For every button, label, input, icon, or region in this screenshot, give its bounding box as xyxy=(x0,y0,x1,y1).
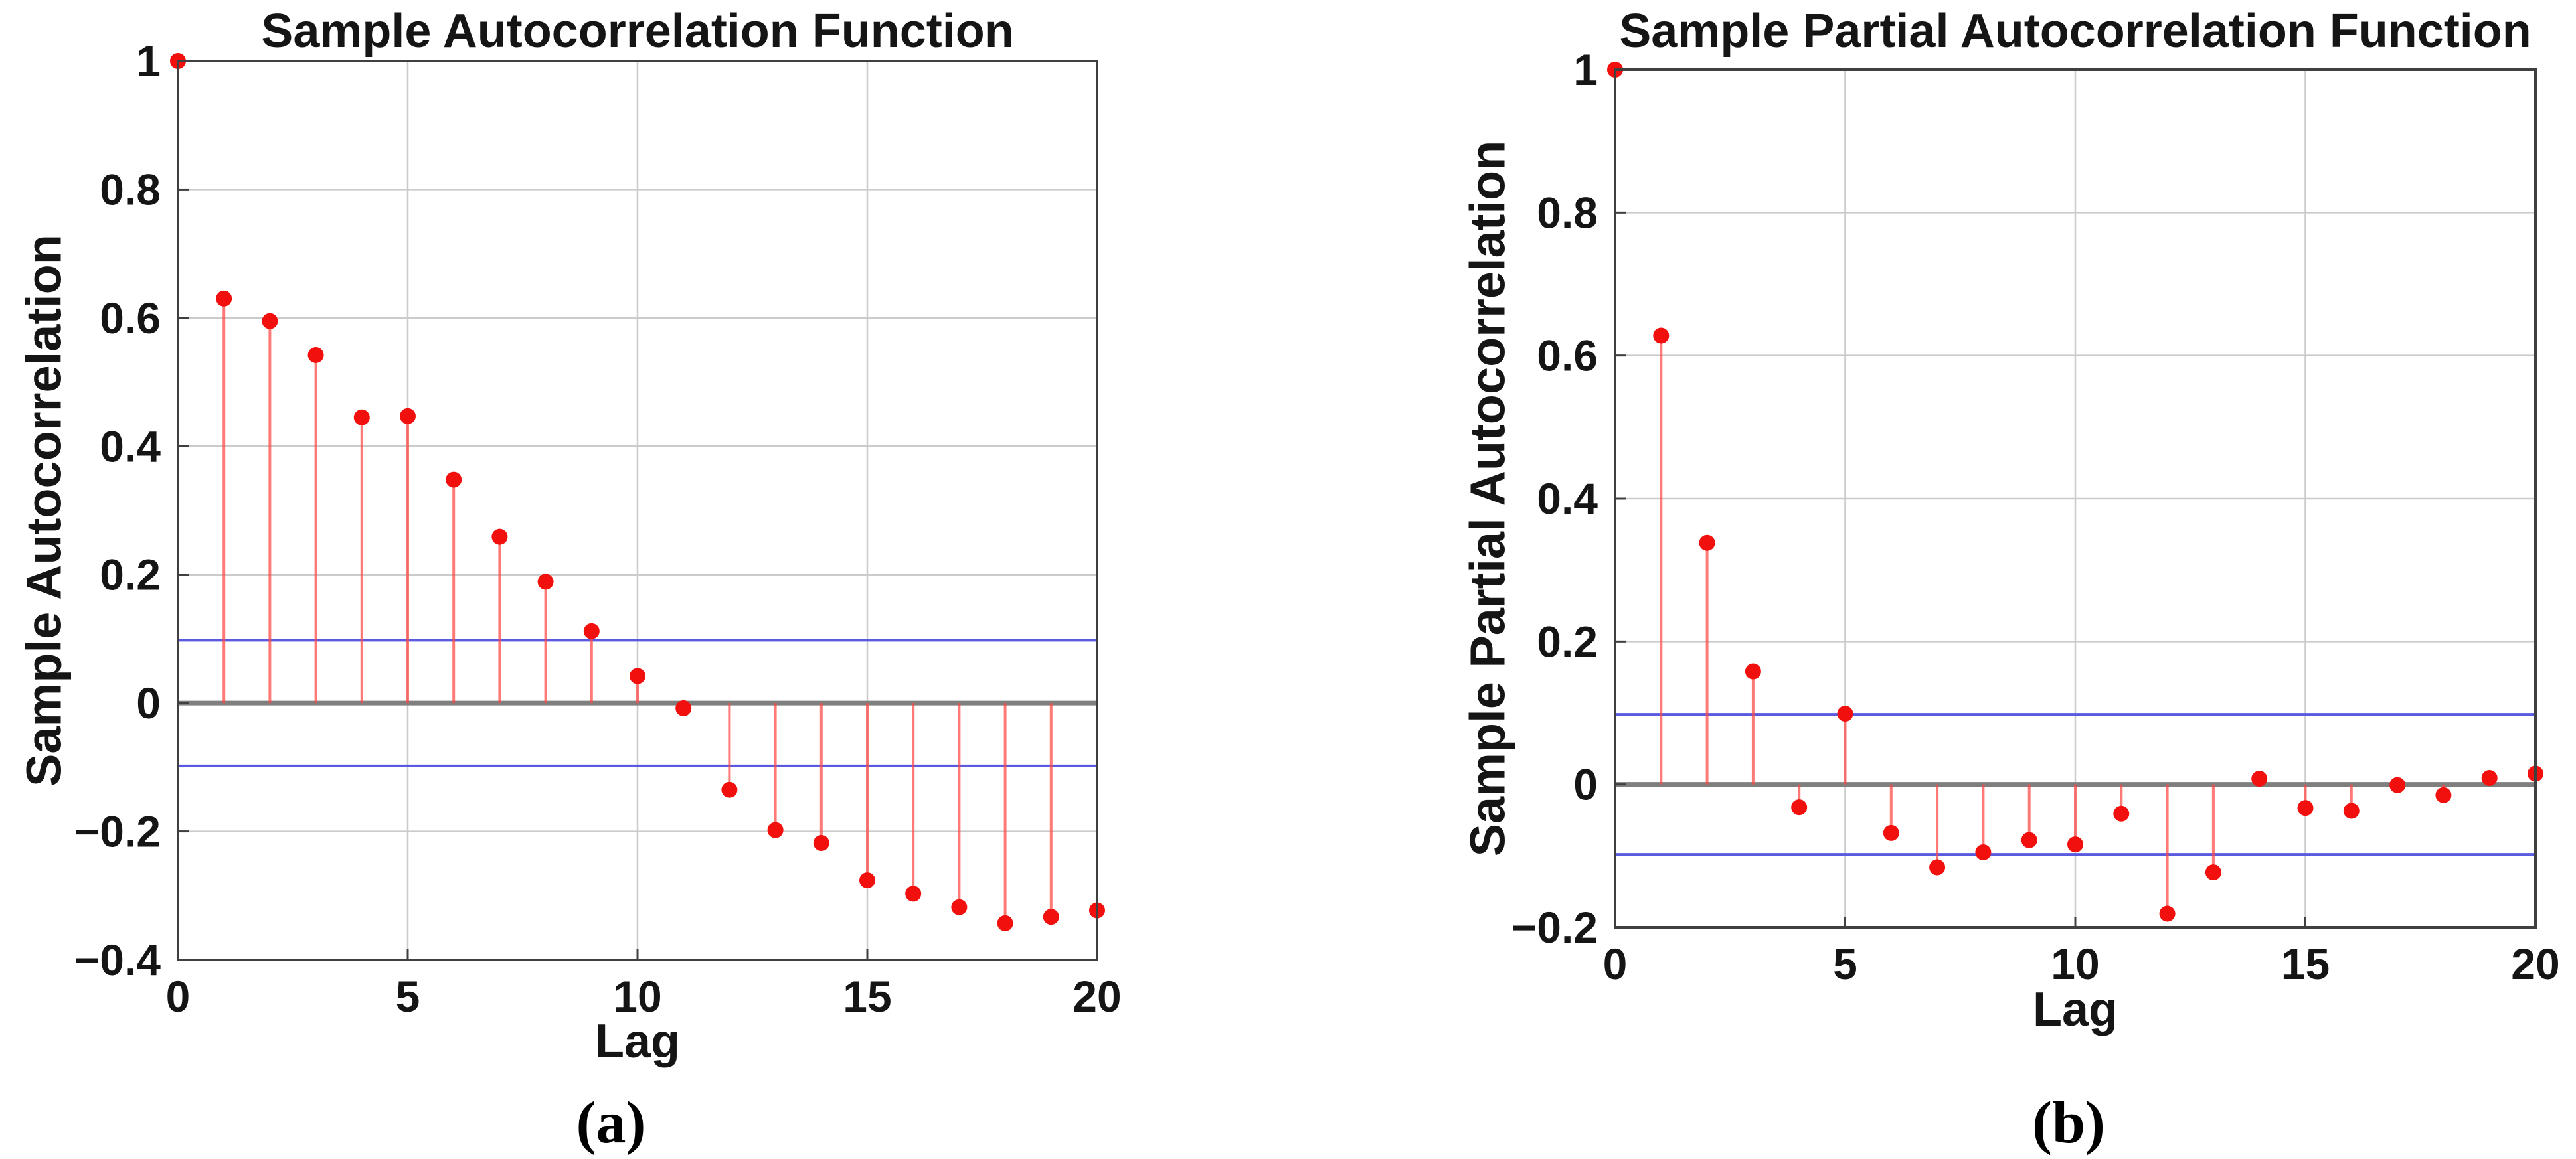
subfigure-caption: (a) xyxy=(576,1090,646,1156)
tick-marks xyxy=(1614,68,2537,929)
stem-marker xyxy=(262,313,278,329)
stem-marker xyxy=(1699,534,1715,551)
x-tick-label: 15 xyxy=(2281,939,2330,988)
x-tick-label: 20 xyxy=(1073,972,1121,1021)
x-tick-label: 5 xyxy=(396,972,420,1021)
x-tick-label: 20 xyxy=(2511,939,2559,988)
x-axis-label: Lag xyxy=(594,1015,680,1068)
x-axis-label: Lag xyxy=(2032,983,2118,1036)
stem-marker xyxy=(2205,864,2221,881)
stem-marker xyxy=(353,409,370,425)
stem-marker xyxy=(767,822,784,838)
stem-marker xyxy=(1837,706,1853,722)
subfigure-caption: (b) xyxy=(2032,1090,2105,1156)
pacf-panel: 0 5 10 15 20 1 0.8 0.6 0.4 0.2 0 −0.2 Sample Partia… xyxy=(1288,0,2576,1159)
stem-marker xyxy=(905,886,922,902)
acf-plot: 0 5 10 15 20 1 0.8 0.6 0.4 0.2 0 −0.2 −0.4 xyxy=(74,37,1122,1021)
stem-marker xyxy=(446,471,462,488)
y-tick-label: 0 xyxy=(1573,760,1598,809)
stem-marker xyxy=(2481,769,2498,786)
y-tick-label: 1 xyxy=(136,37,161,86)
chart-title: Sample Partial Autocorrelation Function xyxy=(1619,5,2532,58)
stem-marker xyxy=(951,899,968,915)
y-tick-label: 1 xyxy=(1573,45,1598,94)
stem-marker xyxy=(2067,836,2083,853)
stem-marker xyxy=(675,700,692,716)
stem-marker xyxy=(216,290,232,307)
stem-marker xyxy=(1653,327,1670,344)
stem-marker xyxy=(491,528,508,545)
stem-marker xyxy=(2251,771,2268,787)
stem-marker xyxy=(2021,832,2037,848)
y-tick-label: 0.6 xyxy=(1537,331,1598,380)
y-tick-label: 0.8 xyxy=(100,165,161,214)
stem-marker xyxy=(1929,859,1946,876)
y-tick-label: 0.6 xyxy=(100,293,161,343)
x-tick-label: 5 xyxy=(1833,939,1857,988)
stem-marker xyxy=(2297,800,2314,816)
acf-panel: 0 5 10 15 20 1 0.8 0.6 0.4 0.2 0 −0.2 −0.4 Sample Au… xyxy=(16,5,1122,1156)
grid-lines xyxy=(178,61,1097,960)
y-tick-label: −0.2 xyxy=(74,807,161,856)
tick-marks xyxy=(177,60,1098,961)
y-tick-label: 0.8 xyxy=(1537,188,1598,237)
y-tick-label: 0.4 xyxy=(100,422,161,471)
x-tick-label: 0 xyxy=(1603,939,1628,988)
chart-title: Sample Autocorrelation Function xyxy=(261,5,1014,58)
stem-marker xyxy=(1043,909,1059,925)
stem-marker xyxy=(1791,799,1808,816)
tick-labels: 0 5 10 15 20 1 0.8 0.6 0.4 0.2 0 −0.2 −0.4 xyxy=(74,37,1122,1021)
stem-marker xyxy=(630,668,645,684)
x-tick-label: 15 xyxy=(843,972,891,1021)
y-tick-label: −0.2 xyxy=(1511,903,1598,952)
stem-marker xyxy=(2113,805,2130,822)
y-tick-label: 0.2 xyxy=(100,550,161,599)
x-tick-label: 10 xyxy=(613,972,661,1021)
y-axis-label: Sample Autocorrelation xyxy=(16,234,72,787)
y-axis-label: Sample Partial Autocorrelation xyxy=(1460,140,1515,857)
x-tick-label: 0 xyxy=(166,972,191,1021)
stem-marker xyxy=(583,623,600,639)
stem-marker xyxy=(2435,787,2452,803)
confidence-bounds xyxy=(178,639,1097,767)
y-tick-label: −0.4 xyxy=(74,935,161,984)
stem-marker xyxy=(1883,824,1899,841)
stem-marker xyxy=(1975,844,1992,860)
stem-marker xyxy=(859,872,875,889)
stem-marker xyxy=(721,781,738,798)
stem-marker xyxy=(997,915,1013,931)
y-tick-label: 0 xyxy=(136,678,161,728)
stem-marker xyxy=(2389,777,2406,793)
stem-marker xyxy=(400,408,416,424)
stem-marker xyxy=(1745,663,1761,680)
stem-marker xyxy=(2159,905,2176,922)
stem-marker xyxy=(537,574,554,590)
x-tick-label: 10 xyxy=(2051,939,2099,988)
stem-marker xyxy=(2343,803,2360,819)
confidence-bounds xyxy=(1615,713,2535,856)
y-tick-label: 0.4 xyxy=(1537,474,1598,523)
stem-marker xyxy=(813,834,829,851)
stem-marker xyxy=(307,347,324,363)
y-tick-label: 0.2 xyxy=(1537,617,1598,666)
